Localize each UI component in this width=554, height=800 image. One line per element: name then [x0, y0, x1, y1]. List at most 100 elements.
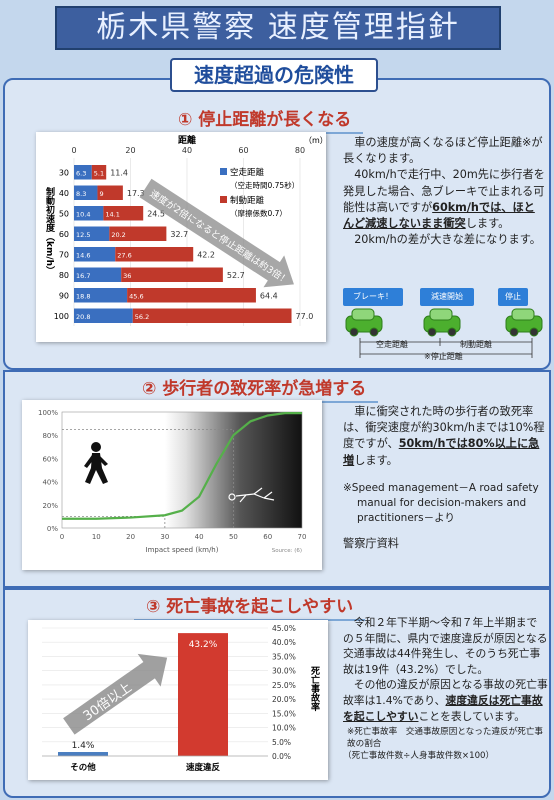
bar-segment: [74, 185, 98, 200]
stage-decel: 減速開始: [420, 288, 474, 306]
bar-value-label: 20.2: [111, 231, 125, 239]
total-value-label: 52.7: [227, 271, 245, 280]
bar-segment: [127, 288, 256, 303]
fatality-chart-card: 0% 20% 40% 60% 80% 100% 0 10 20 30 40 50 60 70 Impact …: [22, 400, 322, 570]
bar-value-label: 5.1: [94, 169, 104, 177]
fatal-rate-chart: 0.0% 5.0% 10.0% 15.0% 20.0% 25.0% 30.0% 35.0% 40…: [42, 624, 321, 773]
x-tick-label: 0: [71, 146, 76, 155]
bar-value-label: 9: [99, 190, 103, 198]
plot-frame: [61, 411, 303, 529]
bar-value-label: 14.6: [76, 251, 90, 259]
stage-brake: ブレーキ！: [343, 288, 403, 306]
bar-segment: [74, 288, 128, 303]
s2-source: 警察庁資料: [343, 536, 399, 550]
legend-note: （摩擦係数0.7）: [230, 208, 287, 218]
bar-value-label: 20.8: [76, 313, 90, 321]
braking-label: 制動距離: [460, 340, 492, 349]
total-value-label: 32.7: [170, 230, 188, 239]
s1-para1: 車の速度が高くなるほど停止距離※が長くなります。: [343, 136, 543, 166]
category-label: 60: [59, 230, 69, 239]
x-axis-title: 距離: [178, 134, 196, 146]
bar: [58, 752, 108, 756]
x-tick-label: 60: [263, 533, 272, 541]
total-value-label: 24.5: [147, 209, 165, 218]
annotation-arrow-shape: [63, 653, 168, 735]
x-tick-label: 20: [125, 146, 135, 155]
x-tick-label: 0: [60, 533, 64, 541]
section3-heading: ③ 死亡事故を起こしやすい: [134, 592, 366, 621]
y-tick-label: 45.0%: [272, 624, 296, 633]
y-tick-label: 35.0%: [272, 652, 296, 661]
bar-value-label: 6.3: [76, 169, 86, 177]
bar-segment: [74, 308, 133, 323]
stopping-distance-chart-card: 0 20 40 60 80 距離 （m） 制動初速度（km/h） 30 6.3 5.1 11.4 40 8…: [36, 132, 328, 342]
free-run-label: 空走距離: [376, 340, 408, 349]
total-value-label: 64.4: [260, 291, 278, 300]
section2-text: 車に衝突された時の歩行者の致死率は、衝突速度が約30km/hまでは10%程度です…: [343, 404, 547, 552]
bar-segment: [115, 247, 194, 262]
bar-segment: [74, 226, 110, 241]
category-label: 速度違反: [186, 762, 221, 773]
bar: [178, 633, 228, 756]
legend-swatch: [220, 196, 227, 203]
y-tick-label: 80%: [42, 432, 58, 440]
y-tick-label: 40%: [42, 479, 58, 487]
legend-note: （空走時間0.75秒）: [230, 180, 299, 190]
category-label: 40: [59, 189, 69, 198]
bar-segment: [74, 267, 122, 282]
fatality-curve: [62, 412, 302, 520]
pedestrian-icon: [84, 442, 108, 484]
y-tick-label: 25.0%: [272, 681, 296, 690]
bar-value-label: 56.2: [135, 313, 149, 321]
page-title: 栃木県警察 速度管理指針: [55, 6, 501, 50]
legend-label: 空走距離: [230, 167, 265, 178]
s3-note1: ※死亡事故率 交通事故原因となった違反が死亡事故の割合: [347, 727, 544, 750]
category-label: その他: [70, 762, 96, 773]
section1-heading: ① 停止距離が長くなる: [166, 105, 364, 134]
s1-emphasis: 60km/hでは、ほとんど減速しないまま衝突: [343, 200, 535, 231]
car-illustration: [345, 308, 543, 358]
bar-segment: [74, 206, 104, 221]
total-value-label: 42.2: [197, 250, 215, 259]
bar-segment: [74, 247, 116, 262]
bar-value-label: 27.6: [117, 251, 131, 259]
y-tick-label: 10.0%: [272, 724, 296, 733]
category-label: 80: [59, 271, 69, 280]
category-label: 50: [59, 209, 69, 218]
y-tick-label: 15.0%: [272, 709, 296, 718]
s1-para2: 40km/hで走行中、20m先に歩行者を発見した場合、急ブレーキで止まれる可能性…: [343, 168, 545, 214]
s1-para2-end: します。: [465, 217, 510, 231]
bar-value-label: 8.3: [76, 190, 86, 198]
fatality-chart: 0% 20% 40% 60% 80% 100% 0 10 20 30 40 50 60 70 Impact …: [38, 409, 306, 554]
y-tick-label: 30.0%: [272, 667, 296, 676]
category-label: 100: [54, 312, 69, 321]
x-axis-unit: （m）: [304, 136, 326, 145]
s3-para2-end: ことを表しています。: [418, 709, 526, 723]
bar-value-label: 12.5: [76, 231, 90, 239]
bar-segment: [109, 226, 167, 241]
annotation-arrow-shape: [139, 178, 294, 288]
y-tick-label: 20.0%: [272, 695, 296, 704]
y-tick-label: 5.0%: [272, 738, 291, 747]
category-label: 70: [59, 250, 69, 259]
bar-value-label: 18.8: [76, 292, 90, 300]
bar-value-label: 14.1: [105, 210, 119, 218]
s3-note2: （死亡事故件数÷人身事故件数×100）: [343, 751, 495, 762]
s2-emphasis: 50km/hでは80%以上に急増: [343, 437, 540, 467]
subtitle: 速度超過の危険性: [170, 58, 378, 92]
x-tick-label: 10: [92, 533, 101, 541]
y-tick-label: 0%: [47, 525, 58, 533]
bar-value-label: 10.4: [76, 210, 90, 218]
bar-value-label: 1.4%: [72, 741, 95, 751]
x-tick-label: 30: [160, 533, 169, 541]
legend-swatch: [220, 168, 227, 175]
section1-text: 車の速度が高くなるほど停止距離※が長くなります。 40km/hで走行中、20m先…: [343, 135, 545, 248]
y-tick-label: 60%: [42, 455, 58, 463]
total-distance-label: ※停止距離: [424, 352, 463, 361]
stage-stop: 停止: [498, 288, 528, 306]
bar-value-label: 43.2%: [189, 640, 218, 650]
car-icon: [345, 308, 383, 337]
s2-para1-end: します。: [354, 453, 398, 467]
x-tick-label: 50: [229, 533, 238, 541]
stopping-distance-chart: 0 20 40 60 80 距離 （m） 制動初速度（km/h）30 6.3 5.1 11.4 40 8…: [44, 134, 328, 326]
